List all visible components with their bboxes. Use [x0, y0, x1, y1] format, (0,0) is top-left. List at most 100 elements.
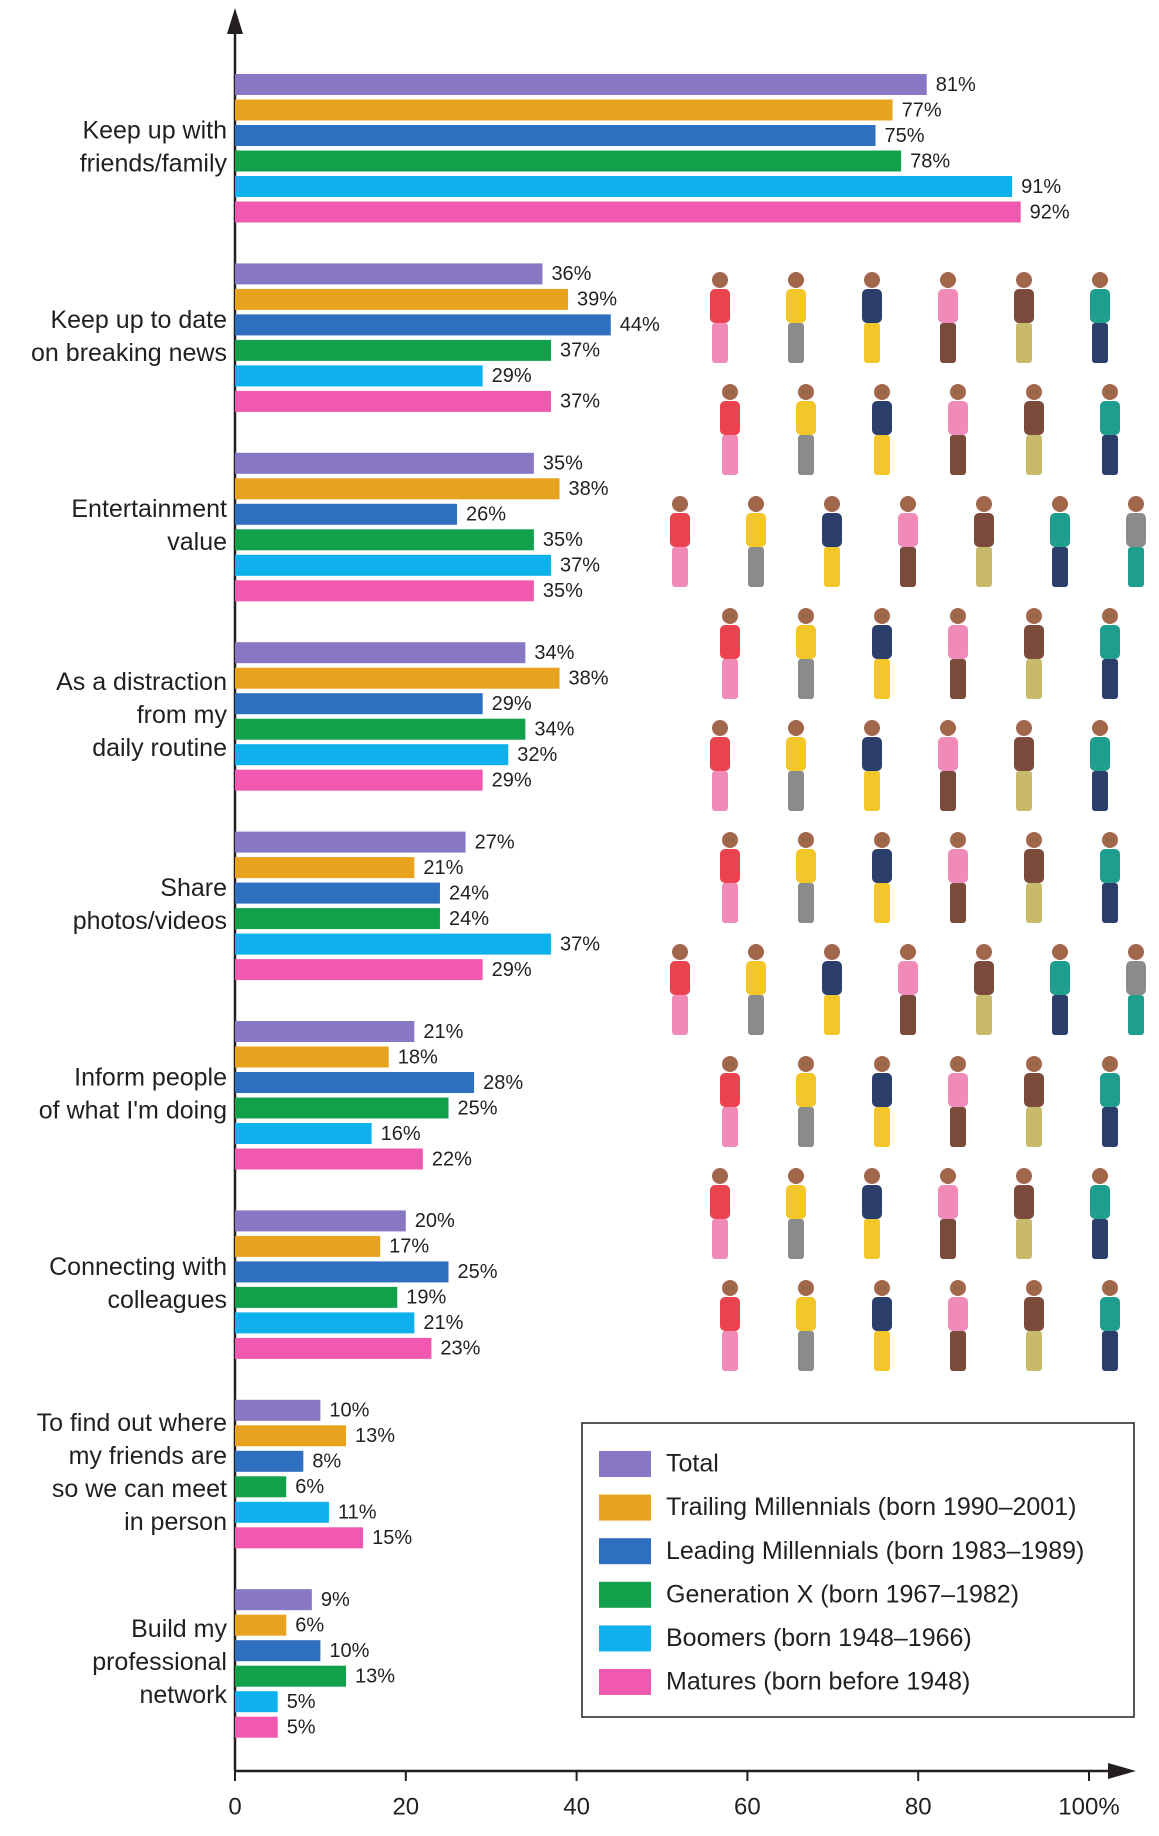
category-label: Entertainment — [71, 495, 227, 523]
legend-swatch — [599, 1538, 651, 1565]
category-label: network — [139, 1681, 227, 1709]
category-label: Keep up with — [82, 116, 227, 144]
bar — [235, 1312, 415, 1334]
person-legs — [940, 323, 956, 363]
legend-box — [581, 1422, 1135, 1718]
bar — [235, 908, 440, 930]
value-label: 17% — [389, 1236, 429, 1258]
person-body — [720, 1073, 740, 1107]
value-label: 10% — [329, 1640, 369, 1662]
value-label: 44% — [620, 314, 660, 336]
bar — [235, 201, 1021, 223]
person-head — [1052, 496, 1068, 512]
person-legs — [824, 995, 840, 1035]
value-label: 37% — [560, 933, 600, 955]
person-legs — [1128, 547, 1144, 587]
bar — [235, 554, 551, 576]
person-body — [796, 625, 816, 659]
bar — [235, 503, 458, 525]
bar — [235, 1501, 329, 1523]
value-label: 22% — [432, 1148, 472, 1170]
person-head — [722, 832, 738, 848]
person-legs — [1026, 435, 1042, 475]
person-legs — [864, 1219, 880, 1259]
person-body — [796, 401, 816, 435]
person-legs — [712, 1219, 728, 1259]
person-head — [1102, 384, 1118, 400]
bar — [235, 1046, 389, 1068]
person-legs — [1102, 883, 1118, 923]
legend-swatch — [599, 1669, 651, 1695]
value-label: 11% — [338, 1502, 377, 1524]
person-legs — [1102, 435, 1118, 475]
legend-swatch — [599, 1581, 651, 1608]
person-head — [672, 944, 688, 960]
person-head — [788, 272, 804, 288]
person-legs — [1016, 1219, 1032, 1259]
person-body — [670, 961, 690, 995]
x-tick-label: 20 — [392, 1793, 419, 1820]
person-legs — [1016, 771, 1032, 811]
bar — [235, 365, 483, 387]
person-legs — [1052, 547, 1068, 587]
person-legs — [950, 1107, 966, 1147]
person-body — [720, 1297, 740, 1331]
person-body — [720, 401, 740, 435]
person-head — [748, 944, 764, 960]
person-head — [940, 720, 956, 736]
value-label: 35% — [543, 453, 583, 475]
person-head — [1092, 720, 1108, 736]
person-body — [862, 1185, 882, 1219]
value-label: 9% — [321, 1589, 350, 1611]
bar — [235, 339, 551, 361]
person-legs — [798, 883, 814, 923]
value-label: 25% — [458, 1097, 498, 1119]
person-legs — [1092, 771, 1108, 811]
person-head — [712, 272, 728, 288]
person-head — [1026, 384, 1042, 400]
person-head — [950, 1280, 966, 1296]
person-head — [748, 496, 764, 512]
person-head — [712, 1168, 728, 1184]
person-body — [710, 1185, 730, 1219]
person-legs — [874, 435, 890, 475]
bar — [235, 1072, 475, 1093]
person-body — [786, 737, 806, 771]
legend-label: Generation X (born 1967–1982) — [666, 1580, 1019, 1608]
person-body — [796, 1073, 816, 1107]
person-body — [938, 1185, 958, 1219]
person-head — [1016, 272, 1032, 288]
category-label: To find out where — [37, 1409, 227, 1437]
value-label: 24% — [449, 882, 489, 904]
person-legs — [976, 547, 992, 587]
category-label: value — [167, 528, 227, 556]
person-head — [864, 720, 880, 736]
person-head — [824, 944, 840, 960]
value-label: 16% — [381, 1123, 421, 1145]
bar — [235, 529, 534, 551]
value-label: 92% — [1030, 201, 1070, 223]
bar — [235, 882, 440, 904]
person-head — [950, 1056, 966, 1072]
person-head — [798, 608, 814, 624]
category-label: of what I'm doing — [39, 1096, 227, 1124]
person-body — [1126, 961, 1146, 995]
person-head — [672, 496, 688, 512]
value-label: 39% — [577, 289, 617, 311]
value-label: 37% — [560, 391, 600, 413]
bar — [235, 150, 902, 172]
person-head — [976, 944, 992, 960]
bar — [235, 1665, 347, 1687]
category-label: Build my — [131, 1615, 227, 1643]
person-legs — [1092, 1219, 1108, 1259]
value-label: 37% — [560, 555, 600, 577]
person-legs — [1128, 995, 1144, 1035]
person-legs — [824, 547, 840, 587]
person-head — [798, 384, 814, 400]
person-head — [1026, 1056, 1042, 1072]
category-label: friends/family — [80, 149, 228, 177]
person-body — [746, 513, 766, 547]
person-legs — [874, 659, 890, 699]
person-body — [1050, 513, 1070, 547]
y-axis-arrow — [227, 8, 243, 34]
